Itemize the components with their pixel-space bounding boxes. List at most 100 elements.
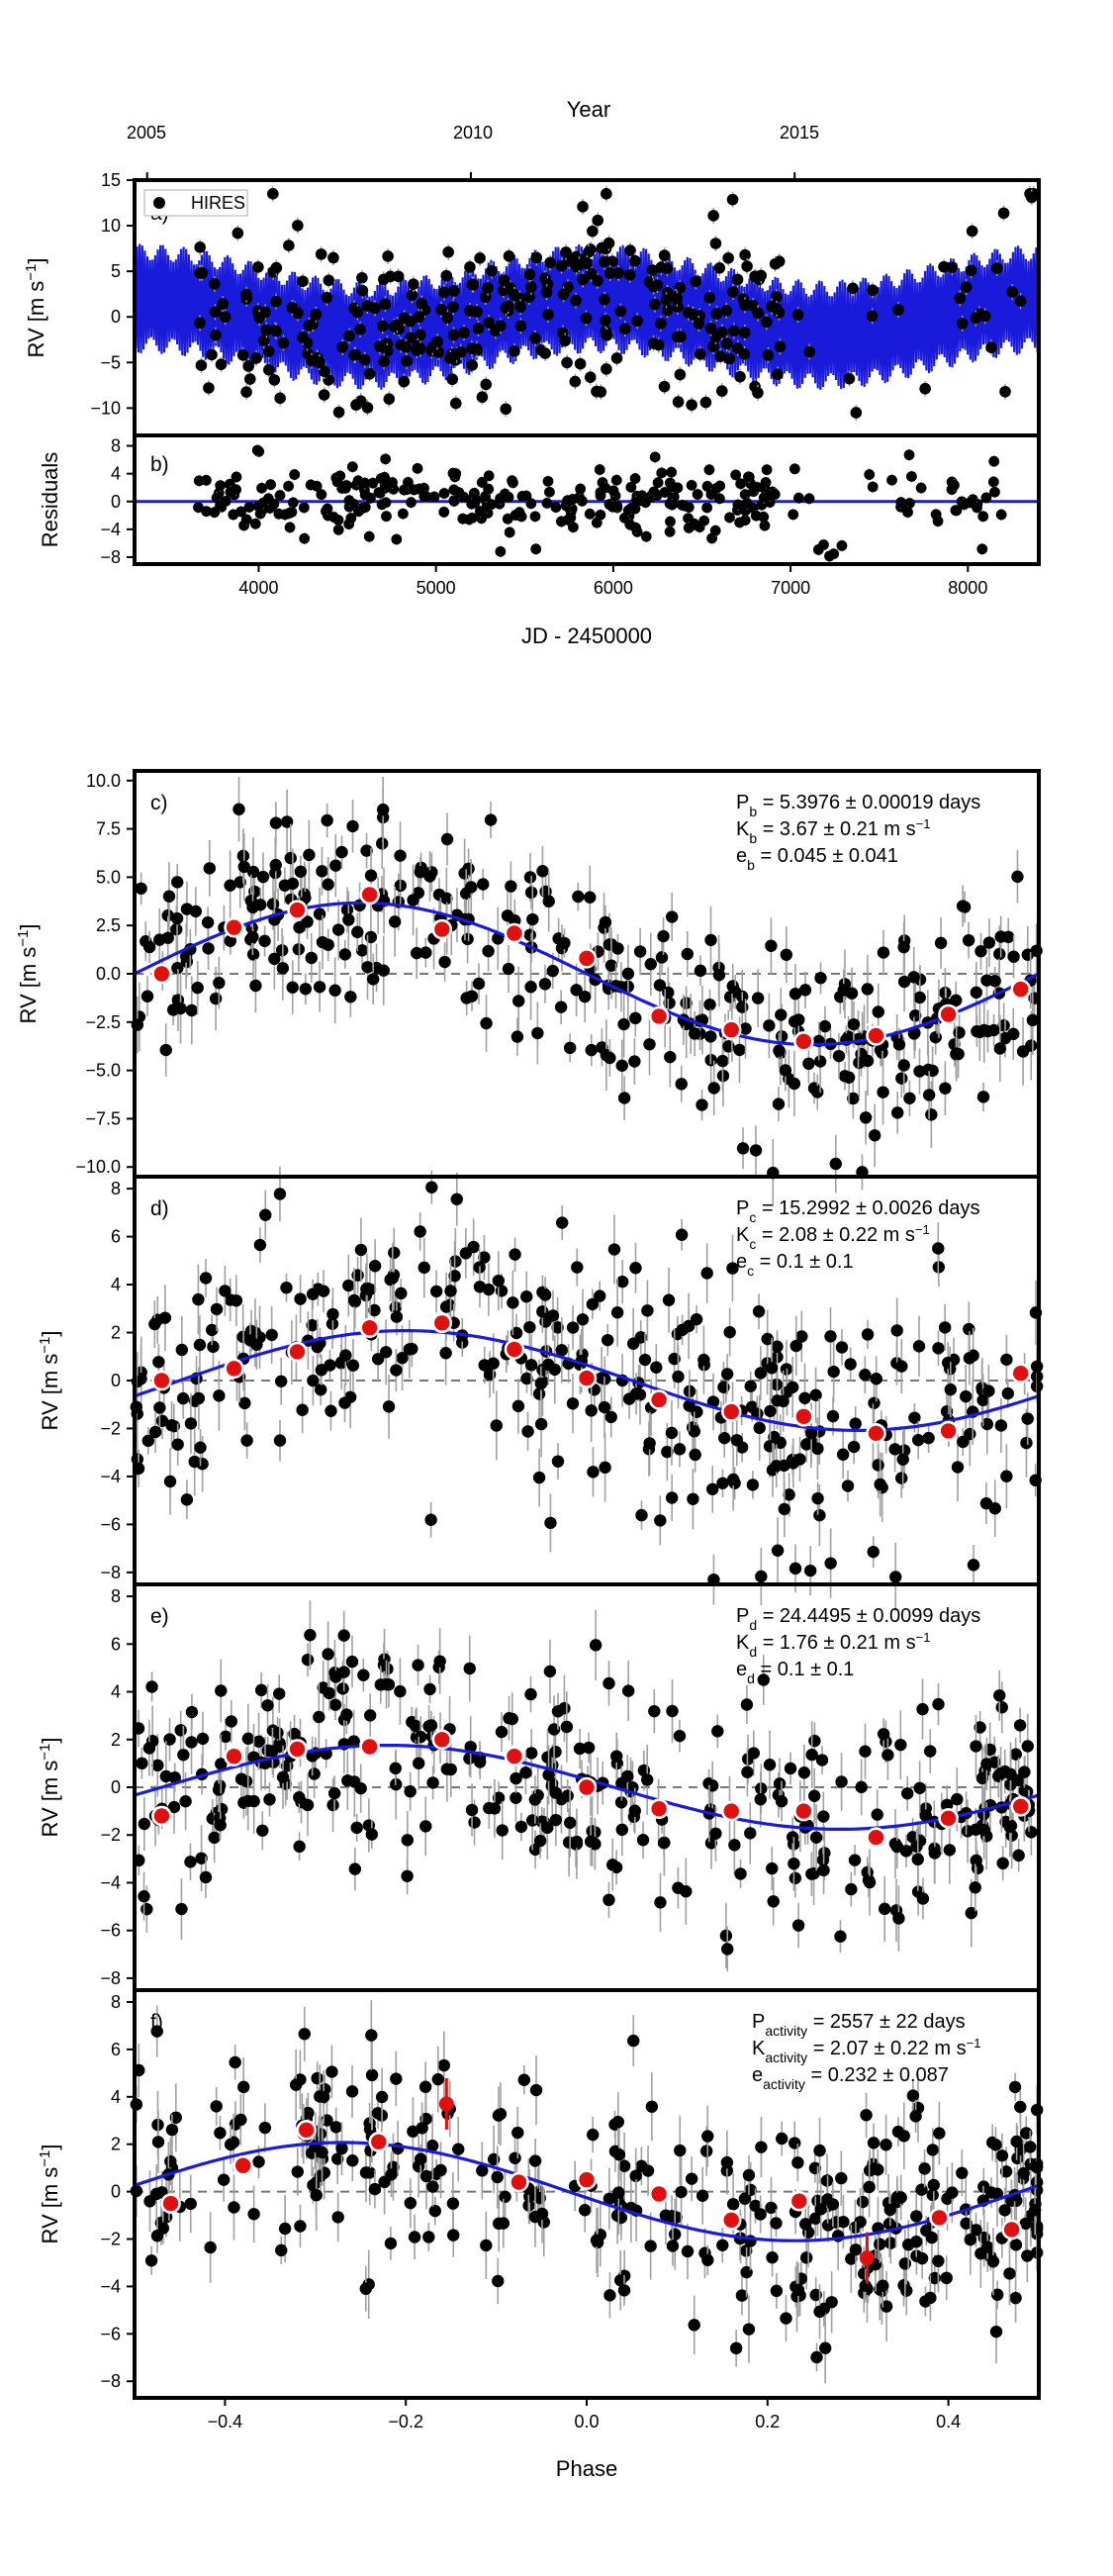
data-point — [963, 1352, 976, 1365]
data-point — [289, 2078, 303, 2091]
data-point — [976, 1393, 989, 1407]
residual-point — [513, 507, 525, 519]
y-tick-label: 2.5 — [96, 915, 121, 935]
data-point — [765, 939, 778, 952]
data-point — [327, 1786, 341, 1800]
residual-point — [346, 461, 358, 473]
data-point — [270, 261, 283, 274]
residual-point — [193, 475, 205, 487]
binned-point — [504, 1746, 525, 1766]
data-point — [879, 1902, 891, 1916]
data-point — [140, 990, 154, 1002]
data-point — [340, 1708, 353, 1721]
data-point — [1012, 1849, 1025, 1862]
data-point — [325, 2065, 338, 2078]
data-point — [969, 1881, 981, 1894]
ylabel-text: RV [m s — [16, 947, 41, 1024]
data-point — [308, 1767, 321, 1780]
data-point — [761, 1332, 774, 1346]
data-point — [644, 2240, 657, 2252]
panel-c: c) RV [m s−1] −10.0−7.5−5.0−2.50.02.55.0… — [15, 769, 1043, 1207]
binned-point — [793, 1800, 814, 1822]
data-point — [799, 2251, 813, 2264]
data-point — [293, 1840, 306, 1854]
data-point — [903, 1092, 916, 1105]
data-point — [217, 2173, 231, 2186]
data-point — [874, 2238, 886, 2250]
data-point — [491, 2170, 504, 2184]
data-point — [365, 2029, 378, 2042]
y-tick-label: 8 — [111, 1179, 121, 1198]
data-point — [350, 1821, 363, 1835]
data-point — [647, 280, 660, 293]
data-point — [666, 1704, 679, 1718]
data-point — [791, 2156, 804, 2169]
data-point — [946, 261, 959, 273]
data-point — [603, 1051, 616, 1065]
residual-point — [864, 469, 876, 480]
y-tick-label: 0.0 — [96, 964, 121, 984]
data-point — [872, 2163, 884, 2176]
data-point — [142, 940, 156, 954]
data-point — [401, 1834, 415, 1847]
data-point — [614, 305, 627, 318]
residual-point — [507, 475, 517, 487]
data-point — [509, 1248, 521, 1261]
data-point — [704, 323, 717, 334]
data-point — [335, 2142, 348, 2155]
data-point — [899, 1845, 913, 1858]
data-point — [328, 1698, 342, 1711]
data-point — [283, 239, 295, 251]
data-point — [204, 2241, 217, 2254]
data-point — [336, 341, 349, 353]
data-point — [696, 2189, 709, 2202]
data-point — [938, 260, 950, 273]
residual-point — [287, 497, 299, 509]
data-point — [646, 264, 659, 276]
data-point — [544, 1516, 557, 1530]
data-point — [859, 2279, 872, 2292]
data-point — [805, 1867, 818, 1880]
data-point — [401, 355, 413, 367]
data-point — [720, 337, 733, 349]
residual-point — [428, 491, 440, 503]
annotation-amplitude: Kb = 3.67 ± 0.21 m s−1 — [736, 816, 930, 847]
annotation-superscript: −1 — [916, 1630, 931, 1645]
ylabel-text: ] — [38, 1737, 62, 1743]
data-point — [503, 249, 515, 262]
data-point — [847, 1440, 861, 1454]
data-point — [990, 2187, 1004, 2200]
residual-point — [666, 481, 678, 493]
data-point — [953, 1026, 966, 1039]
data-point — [965, 264, 977, 277]
data-point — [784, 1762, 797, 1775]
data-point — [371, 1353, 385, 1366]
panel-a-ylabel: RV [m s−1] — [23, 257, 49, 357]
data-point — [306, 1288, 320, 1300]
data-point — [329, 2121, 342, 2134]
data-point — [472, 977, 486, 991]
data-point — [526, 912, 539, 926]
data-point — [939, 1082, 952, 1095]
data-point — [845, 2252, 858, 2265]
residual-point — [665, 516, 676, 527]
data-point — [310, 2189, 323, 2202]
legend: HIRES — [143, 189, 248, 217]
data-point — [310, 308, 323, 321]
data-point — [841, 1479, 855, 1492]
data-point — [867, 284, 879, 296]
data-point — [404, 1785, 417, 1798]
data-point — [240, 386, 252, 398]
residual-point — [495, 493, 507, 505]
data-point — [744, 1827, 757, 1840]
data-point — [755, 2141, 768, 2153]
data-point — [306, 1318, 319, 1332]
data-point — [163, 1475, 177, 1488]
data-point — [415, 342, 426, 355]
data-point — [337, 1629, 350, 1642]
data-point — [649, 298, 661, 311]
residual-point — [345, 513, 357, 524]
panel-a: Year 2005 2010 2015 a) HIRES RV [m s−1] … — [23, 97, 1041, 437]
binned-point — [368, 2132, 390, 2152]
data-point — [199, 1272, 213, 1285]
